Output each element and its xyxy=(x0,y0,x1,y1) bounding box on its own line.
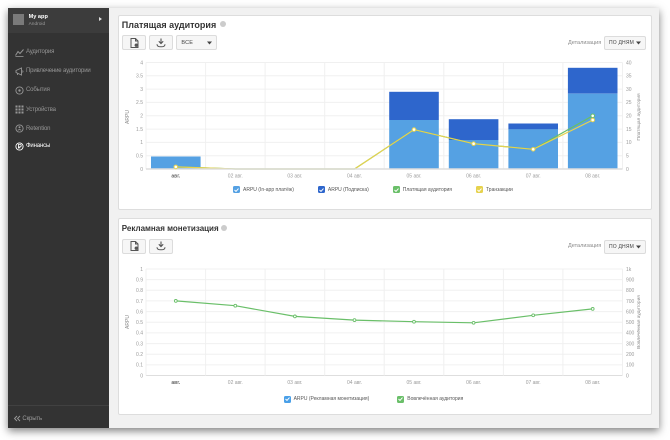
svg-text:06 авг.: 06 авг. xyxy=(466,380,481,386)
svg-text:Платящая аудитория: Платящая аудитория xyxy=(636,93,642,141)
svg-text:300: 300 xyxy=(626,341,635,347)
svg-text:08 авг.: 08 авг. xyxy=(585,380,600,386)
svg-text:0.9: 0.9 xyxy=(136,277,143,283)
svg-text:02 авг.: 02 авг. xyxy=(228,174,243,180)
svg-text:700: 700 xyxy=(626,299,635,305)
svg-text:0.5: 0.5 xyxy=(136,320,143,326)
svg-text:900: 900 xyxy=(626,277,635,283)
svg-text:600: 600 xyxy=(626,309,635,315)
svg-text:08 авг.: 08 авг. xyxy=(585,174,600,180)
svg-text:10: 10 xyxy=(626,140,632,146)
svg-text:3: 3 xyxy=(140,87,143,93)
svg-text:02 авг.: 02 авг. xyxy=(228,380,243,386)
svg-text:03 авг.: 03 авг. xyxy=(287,174,302,180)
svg-text:авг.: авг. xyxy=(171,380,180,386)
svg-text:1.5: 1.5 xyxy=(136,127,143,133)
svg-text:05 авг.: 05 авг. xyxy=(407,380,422,386)
svg-text:500: 500 xyxy=(626,320,635,326)
svg-text:15: 15 xyxy=(626,127,632,133)
svg-text:5: 5 xyxy=(626,154,629,160)
svg-text:03 авг.: 03 авг. xyxy=(287,380,302,386)
svg-text:0.8: 0.8 xyxy=(136,288,143,294)
svg-text:1: 1 xyxy=(140,140,143,146)
svg-text:200: 200 xyxy=(626,352,635,358)
svg-text:0: 0 xyxy=(626,373,629,379)
svg-text:1: 1 xyxy=(140,267,143,273)
svg-text:400: 400 xyxy=(626,331,635,337)
svg-text:4: 4 xyxy=(140,60,143,66)
svg-text:05 авг.: 05 авг. xyxy=(407,174,422,180)
svg-text:2: 2 xyxy=(140,114,143,120)
svg-text:1k: 1k xyxy=(626,267,632,273)
svg-text:35: 35 xyxy=(626,74,632,80)
svg-text:0.6: 0.6 xyxy=(136,309,143,315)
svg-text:0: 0 xyxy=(140,373,143,379)
svg-text:07 авг.: 07 авг. xyxy=(526,380,541,386)
svg-text:40: 40 xyxy=(626,60,632,66)
svg-text:30: 30 xyxy=(626,87,632,93)
svg-text:ARPU: ARPU xyxy=(125,315,131,329)
svg-text:3.5: 3.5 xyxy=(136,74,143,80)
svg-text:Вовлечённая аудитория: Вовлечённая аудитория xyxy=(636,295,642,349)
svg-text:авг.: авг. xyxy=(171,174,180,180)
svg-text:0.7: 0.7 xyxy=(136,299,143,305)
svg-text:0.5: 0.5 xyxy=(136,154,143,160)
svg-text:25: 25 xyxy=(626,100,632,106)
svg-text:0.4: 0.4 xyxy=(136,331,143,337)
svg-text:0: 0 xyxy=(626,167,629,173)
svg-text:06 авг.: 06 авг. xyxy=(466,174,481,180)
svg-text:0.2: 0.2 xyxy=(136,352,143,358)
svg-text:800: 800 xyxy=(626,288,635,294)
svg-text:100: 100 xyxy=(626,363,635,369)
svg-text:07 авг.: 07 авг. xyxy=(526,174,541,180)
svg-text:04 авг.: 04 авг. xyxy=(347,174,362,180)
svg-text:04 авг.: 04 авг. xyxy=(347,380,362,386)
svg-text:0.3: 0.3 xyxy=(136,341,143,347)
svg-text:0: 0 xyxy=(140,167,143,173)
svg-text:20: 20 xyxy=(626,114,632,120)
svg-text:0.1: 0.1 xyxy=(136,363,143,369)
svg-text:2.5: 2.5 xyxy=(136,100,143,106)
svg-text:ARPU: ARPU xyxy=(125,110,131,124)
